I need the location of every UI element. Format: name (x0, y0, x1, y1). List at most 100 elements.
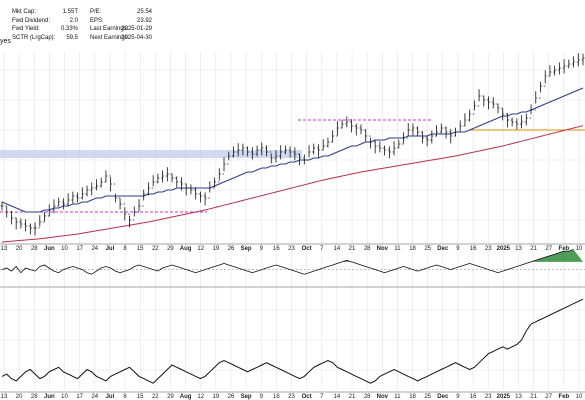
x-tick-label: 25 (424, 246, 431, 252)
x-tick-label: 24 (91, 246, 98, 252)
field-label: Next Earnings: (90, 34, 130, 41)
x-tick-label-bottom: 23 (485, 394, 492, 400)
x-tick-label: Jul (106, 246, 115, 252)
x-tick-label-bottom: 2025 (497, 394, 511, 400)
x-tick-label: 9 (456, 246, 460, 252)
x-tick-label: 12 (197, 246, 204, 252)
x-tick-label: Jun (44, 246, 55, 252)
field-value: 0.33% (60, 26, 78, 32)
x-tick-label: 16 (470, 246, 477, 252)
moving-average-short (1, 87, 584, 213)
x-tick-label: 23 (288, 246, 295, 252)
x-tick-label-bottom: 11 (394, 394, 401, 400)
x-tick-label: 16 (273, 246, 280, 252)
x-tick-label: 28 (364, 246, 371, 252)
x-tick-label: 7 (320, 246, 324, 252)
x-tick-label: 19 (212, 246, 219, 252)
x-tick-label-bottom: 14 (334, 394, 341, 400)
x-tick-label: 10 (576, 246, 583, 252)
x-tick-label-bottom: 29 (167, 394, 174, 400)
x-tick-label: 23 (485, 246, 492, 252)
x-tick-label-bottom: 9 (456, 394, 460, 400)
field-label: P/E: (90, 9, 102, 15)
x-tick-label: 15 (137, 246, 144, 252)
field-value: 23.92 (136, 17, 152, 24)
x-tick-label: 18 (409, 246, 416, 252)
x-tick-label: Dec (437, 246, 449, 252)
x-tick-label-bottom: Oct (302, 394, 312, 400)
x-tick-label-bottom: Aug (180, 394, 192, 400)
moving-average-long (1, 125, 584, 243)
x-tick-label: 11 (394, 246, 401, 252)
x-tick-label: 26 (228, 246, 235, 252)
x-tick-label: 13 (1, 246, 8, 252)
relative-strength-line (1, 298, 584, 384)
x-tick-label-bottom: 7 (320, 394, 324, 400)
x-tick-label: 27 (545, 246, 552, 252)
x-tick-label-bottom: Dec (437, 394, 449, 400)
x-tick-label: 10 (61, 246, 68, 252)
x-tick-label: 29 (167, 246, 174, 252)
x-tick-label: Sep (241, 246, 252, 252)
x-tick-label-bottom: 19 (212, 394, 219, 400)
x-tick-label-bottom: 22 (152, 394, 159, 400)
x-tick-label-bottom: 24 (91, 394, 98, 400)
x-tick-label-bottom: Nov (377, 394, 389, 400)
x-tick-label: 13 (515, 246, 522, 252)
field-value: 2025-04-30 (121, 34, 152, 41)
x-tick-label-bottom: 13 (1, 394, 8, 400)
x-tick-label: 17 (76, 246, 83, 252)
x-tick-label: 2025 (497, 246, 511, 252)
field-label: Fwd Yield: (12, 26, 40, 32)
field-label: Fwd Dividend: (12, 17, 51, 24)
x-tick-label-bottom: 8 (123, 394, 127, 400)
x-tick-label-bottom: 12 (197, 394, 204, 400)
x-tick-label-bottom: 20 (16, 394, 23, 400)
field-value: 2.0 (69, 17, 78, 24)
header-info-panel: yes Mkt Cap: 1.55T Fwd Dividend: 2.0 Fwd Yie… (0, 0, 585, 52)
x-tick-label: Aug (180, 246, 192, 252)
field-value: 2025-01-29 (121, 26, 152, 32)
x-tick-label: Feb (559, 246, 570, 252)
x-tick-label: Oct (302, 246, 312, 252)
x-tick-label-bottom: 25 (424, 394, 431, 400)
ticker-name-fragment: yes (0, 38, 11, 45)
x-tick-label-bottom: Jul (106, 394, 115, 400)
x-tick-label: Nov (377, 246, 389, 252)
x-tick-label-bottom: 10 (61, 394, 68, 400)
x-tick-label: 9 (260, 246, 264, 252)
x-tick-label-bottom: 16 (273, 394, 280, 400)
x-tick-label-bottom: 28 (31, 394, 38, 400)
field-label: SCTR (LrgCap): (12, 34, 56, 41)
x-tick-label-bottom: 18 (409, 394, 416, 400)
field-value: 1.55T (62, 9, 78, 15)
x-tick-label: 14 (334, 246, 341, 252)
x-tick-label-bottom: 21 (530, 394, 537, 400)
x-tick-label-bottom: Feb (559, 394, 570, 400)
x-tick-label-bottom: 26 (228, 394, 235, 400)
resistance-zone (0, 150, 302, 158)
x-tick-label-bottom: 15 (137, 394, 144, 400)
x-tick-label: 8 (123, 246, 127, 252)
field-label: Mkt Cap: (12, 9, 37, 15)
field-label: Last Earnings: (90, 26, 129, 32)
x-tick-label: 21 (530, 246, 537, 252)
x-tick-label-bottom: 16 (470, 394, 477, 400)
x-tick-label-bottom: 10 (576, 394, 583, 400)
x-tick-label-bottom: Sep (241, 394, 252, 400)
x-tick-label-bottom: Jun (44, 394, 55, 400)
x-tick-label: 20 (16, 246, 23, 252)
field-value: 25.54 (136, 9, 152, 15)
x-tick-label-bottom: 9 (260, 394, 264, 400)
momentum-line (1, 249, 574, 275)
x-tick-label-bottom: 23 (288, 394, 295, 400)
x-tick-label: 22 (152, 246, 159, 252)
field-value: 59.5 (66, 34, 78, 41)
x-tick-label-bottom: 28 (364, 394, 371, 400)
x-tick-label-bottom: 13 (515, 394, 522, 400)
x-tick-label: 28 (31, 246, 38, 252)
x-tick-label: 21 (349, 246, 356, 252)
x-tick-label-bottom: 27 (545, 394, 552, 400)
x-tick-label-bottom: 21 (349, 394, 356, 400)
